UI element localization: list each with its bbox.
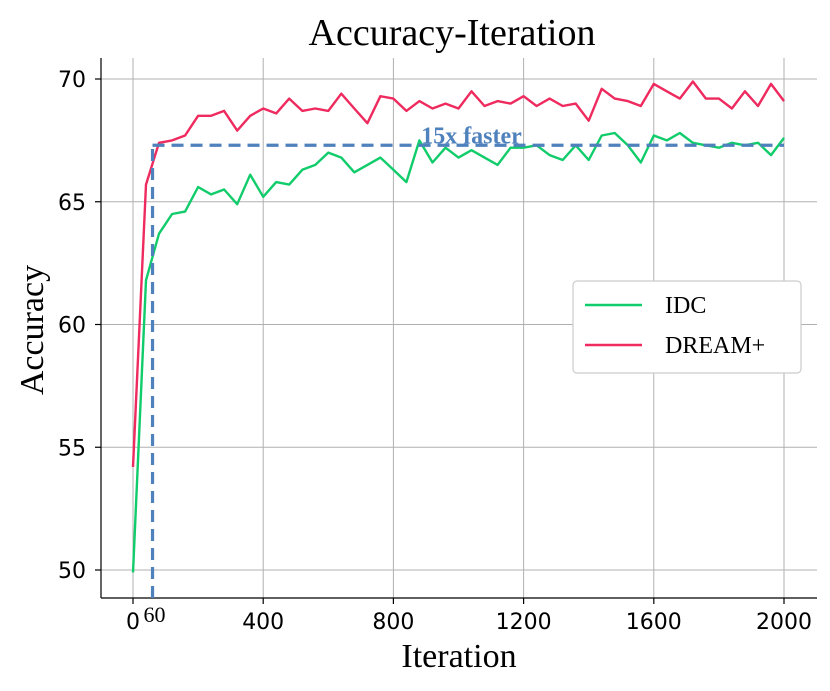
annotation-15x-faster: 15x faster xyxy=(421,123,522,149)
legend: IDC DREAM+ xyxy=(572,280,802,374)
x-tick-label: 800 xyxy=(372,610,414,635)
x-tick-label: 1200 xyxy=(496,610,552,635)
ticks: 0 400 800 1200 1600 2000 60 50 55 60 65 70 xyxy=(58,68,812,635)
y-tick-label: 60 xyxy=(58,314,86,339)
axes xyxy=(100,58,817,599)
x-axis-label: Iteration xyxy=(401,638,516,675)
series-line-idc xyxy=(131,131,785,573)
y-tick-label: 55 xyxy=(58,436,86,461)
y-tick-label: 70 xyxy=(58,68,86,93)
y-axis-label: Accuracy xyxy=(14,265,51,395)
y-tick-label: 65 xyxy=(58,191,86,216)
reference-lines xyxy=(150,143,784,598)
x-tick-label: 2000 xyxy=(756,610,812,635)
chart-title: Accuracy-Iteration xyxy=(309,12,596,54)
y-tick-label: 50 xyxy=(58,559,86,584)
x-tick-label: 1600 xyxy=(626,610,682,635)
x-tick-label-60: 60 xyxy=(144,602,166,627)
x-tick-label: 0 xyxy=(126,610,140,635)
x-tick-label: 400 xyxy=(242,610,284,635)
legend-label-idc: IDC xyxy=(665,293,706,319)
series-line-dream xyxy=(131,80,785,467)
legend-label-dream: DREAM+ xyxy=(665,333,765,359)
